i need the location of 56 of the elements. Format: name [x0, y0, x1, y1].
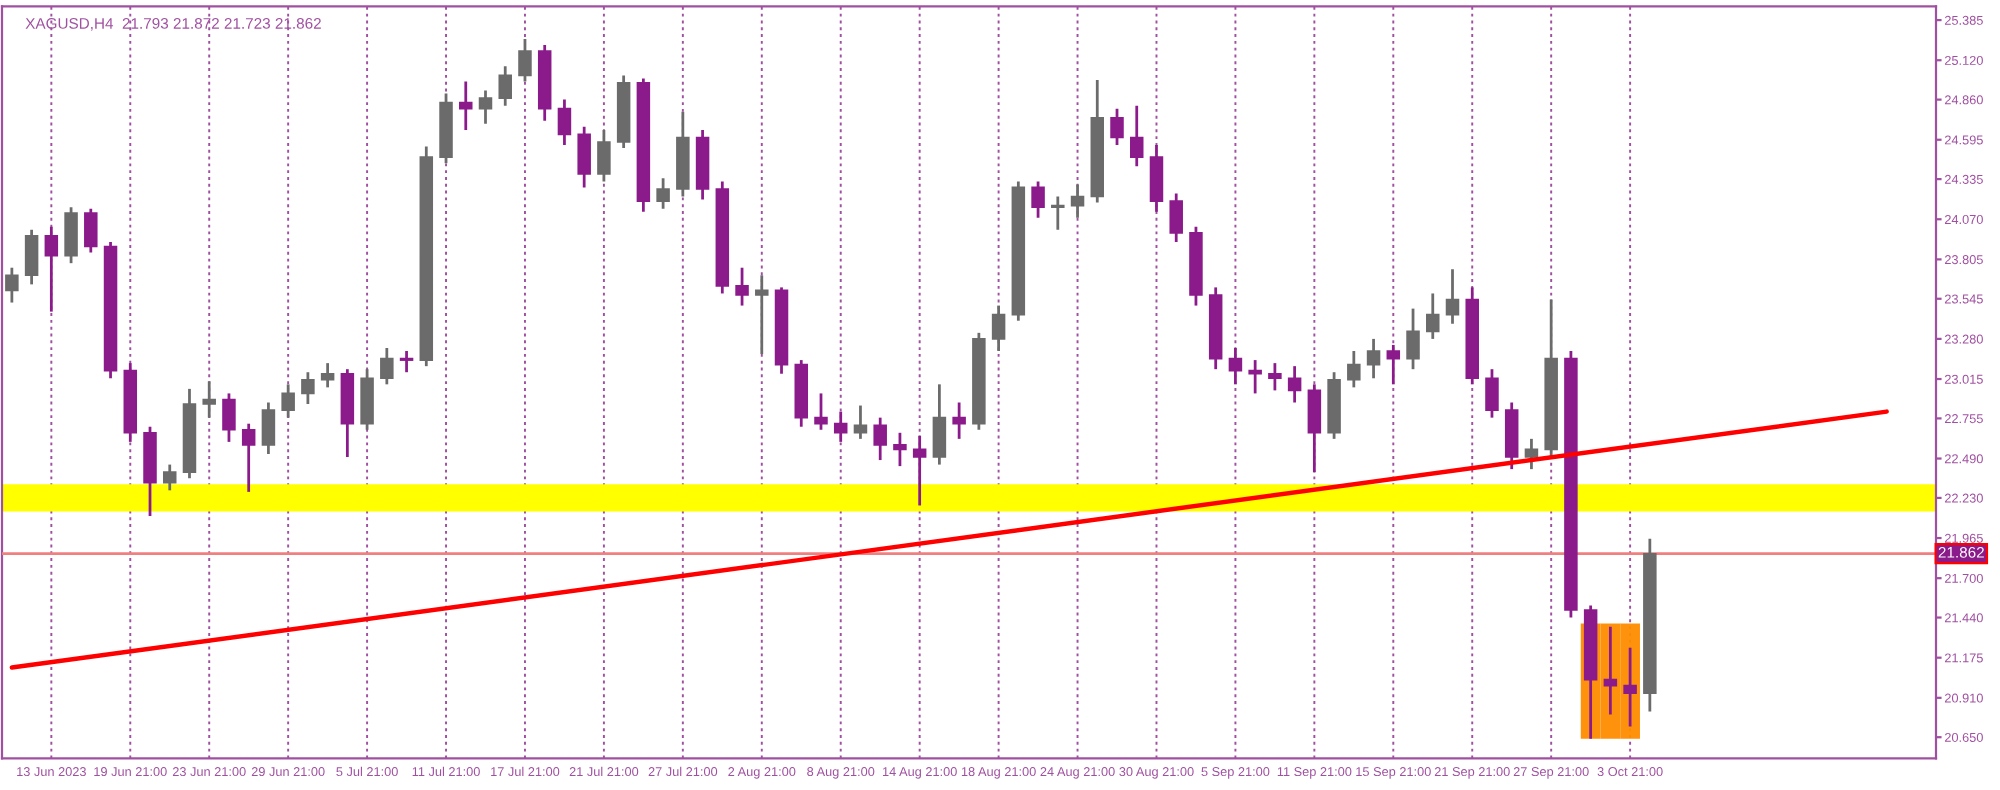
candlestick — [498, 64, 512, 108]
candlestick — [735, 266, 749, 307]
candlestick — [202, 379, 216, 420]
candlestick — [873, 416, 887, 462]
candlestick — [893, 431, 907, 468]
candlestick — [932, 382, 947, 466]
candlestick — [1149, 143, 1164, 214]
candlestick — [24, 228, 39, 286]
candlestick — [1524, 437, 1539, 471]
candlestick — [64, 205, 78, 265]
candlestick — [84, 207, 98, 254]
candlestick — [518, 37, 532, 83]
candlestick — [853, 404, 868, 441]
candlestick — [656, 176, 670, 211]
candlestick — [1129, 104, 1144, 168]
candlestick — [1031, 180, 1045, 220]
candlestick — [1386, 343, 1401, 386]
candlestick — [320, 361, 335, 389]
candlestick — [833, 410, 848, 444]
candlestick — [1070, 183, 1085, 220]
candlestick — [1268, 361, 1282, 392]
candlestick — [577, 125, 591, 189]
candlestick — [380, 346, 394, 386]
candlestick — [360, 367, 374, 432]
candlestick — [44, 225, 59, 314]
candlestick — [301, 370, 315, 406]
candlestick — [1169, 192, 1183, 244]
candlestick — [597, 128, 611, 183]
candlestick — [1406, 307, 1420, 371]
candlestick — [1426, 292, 1440, 341]
candlestick — [281, 382, 295, 420]
candlestick — [1287, 364, 1302, 404]
candlestick — [399, 349, 414, 374]
candlestick — [1366, 337, 1381, 380]
candlestick — [1485, 367, 1499, 420]
candlestick — [5, 266, 19, 304]
candlestick — [1504, 401, 1519, 471]
candlestick — [478, 89, 493, 126]
candlestick — [1248, 358, 1262, 395]
candlestick — [755, 273, 769, 356]
candlestick — [952, 401, 966, 441]
candlestick — [1110, 107, 1124, 147]
candlestick — [1445, 267, 1460, 326]
candlestick — [459, 80, 473, 132]
candlestick — [1051, 195, 1065, 232]
candlestick — [814, 392, 828, 432]
candlestick — [1347, 349, 1361, 389]
candlestick — [162, 463, 177, 492]
candlestick — [912, 434, 927, 507]
candlestick — [241, 422, 256, 494]
candlestick — [261, 401, 276, 456]
candlestick — [1228, 346, 1243, 386]
candlestick — [1307, 382, 1322, 474]
candlestick — [991, 304, 1006, 353]
candlestick — [557, 98, 572, 147]
candlestick — [222, 392, 236, 444]
